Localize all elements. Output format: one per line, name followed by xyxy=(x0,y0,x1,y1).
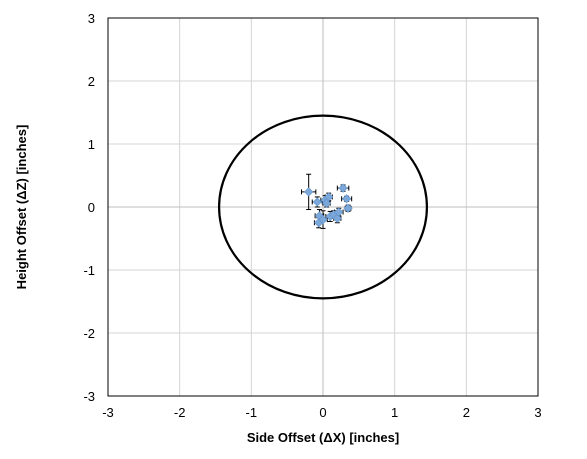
y-tick-label: -3 xyxy=(83,389,95,404)
data-point xyxy=(324,192,334,202)
data-point xyxy=(334,207,344,217)
y-tick-labels: -3 -2 -1 0 1 2 3 xyxy=(83,11,95,404)
x-tick-label: 1 xyxy=(391,405,398,420)
x-axis-label: Side Offset (ΔX) [inches] xyxy=(247,430,399,445)
x-tick-label: -2 xyxy=(174,405,186,420)
y-tick-label: 1 xyxy=(88,137,95,152)
x-tick-label: -1 xyxy=(246,405,258,420)
data-point xyxy=(312,197,322,207)
y-axis-label: Height Offset (ΔZ) [inches] xyxy=(14,125,29,290)
reference-circle xyxy=(217,114,429,300)
x-tick-label: 3 xyxy=(534,405,541,420)
x-tick-label: 2 xyxy=(463,405,470,420)
y-tick-label: 2 xyxy=(88,74,95,89)
data-point xyxy=(343,203,353,213)
plot-area xyxy=(107,17,539,397)
x-tick-label: 0 xyxy=(319,405,326,420)
y-tick-label: -2 xyxy=(83,326,95,341)
grid xyxy=(107,17,539,397)
y-tick-label: 0 xyxy=(88,200,95,215)
data-point xyxy=(332,213,342,223)
x-tick-label: -3 xyxy=(102,405,114,420)
data-point xyxy=(318,215,328,225)
x-tick-labels: -3 -2 -1 0 1 2 3 xyxy=(102,405,541,420)
data-point xyxy=(338,183,348,193)
data-point xyxy=(304,187,314,197)
y-tick-label: -1 xyxy=(83,263,95,278)
data-point xyxy=(342,194,352,204)
data-points xyxy=(304,183,353,228)
y-tick-label: 3 xyxy=(88,11,95,26)
